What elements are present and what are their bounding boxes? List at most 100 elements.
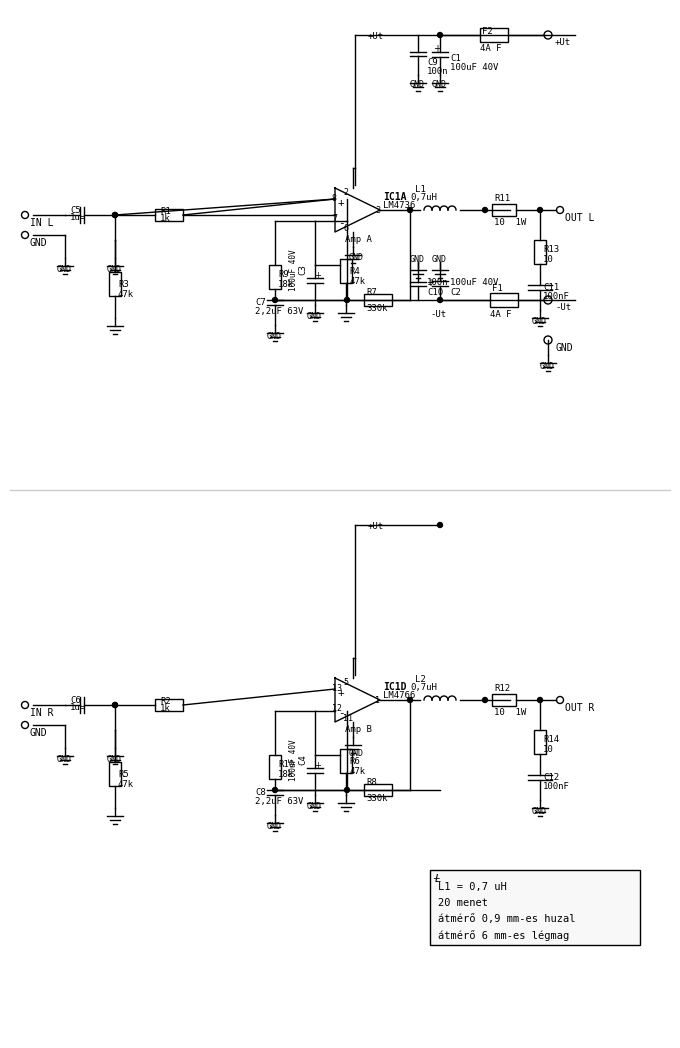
Text: 8: 8 <box>332 194 337 203</box>
Circle shape <box>345 787 350 792</box>
Bar <box>340 259 352 283</box>
Text: +Ut: +Ut <box>555 38 571 47</box>
Text: R9: R9 <box>278 270 289 279</box>
Text: GND: GND <box>307 312 322 321</box>
Text: +: + <box>426 278 434 288</box>
Text: GND: GND <box>532 807 547 816</box>
Text: 100uF 40V: 100uF 40V <box>450 278 498 287</box>
Text: 18k: 18k <box>278 770 294 779</box>
Bar <box>364 294 392 306</box>
Text: 10  1W: 10 1W <box>494 708 526 717</box>
Text: 4A F: 4A F <box>480 44 502 53</box>
Text: 18k: 18k <box>278 280 294 289</box>
Text: R6: R6 <box>349 757 360 766</box>
Text: L2: L2 <box>415 675 426 684</box>
Bar <box>534 240 546 264</box>
Text: 47k: 47k <box>118 780 134 789</box>
Text: C3: C3 <box>299 265 307 276</box>
Text: GND: GND <box>532 316 547 326</box>
Text: L: L <box>435 874 441 885</box>
Text: R4: R4 <box>349 267 360 276</box>
Text: C9: C9 <box>427 58 438 67</box>
Circle shape <box>345 298 350 303</box>
Text: 4A F: 4A F <box>490 310 511 319</box>
Text: 47k: 47k <box>349 767 365 776</box>
Text: GND: GND <box>107 265 122 274</box>
Text: 47k: 47k <box>118 290 134 299</box>
Text: +Ut: +Ut <box>368 32 384 41</box>
Bar <box>364 784 392 796</box>
Text: C10: C10 <box>427 288 443 297</box>
Text: R7: R7 <box>366 288 377 297</box>
Text: F1: F1 <box>492 284 503 293</box>
Circle shape <box>483 698 488 702</box>
Text: 100n: 100n <box>427 67 449 77</box>
Text: 100nF: 100nF <box>543 292 570 301</box>
Circle shape <box>556 206 564 214</box>
Text: R2: R2 <box>160 697 171 706</box>
Circle shape <box>483 208 488 213</box>
Circle shape <box>112 702 118 707</box>
Bar <box>492 204 516 216</box>
Text: R3: R3 <box>118 280 129 289</box>
Text: GND: GND <box>555 343 573 353</box>
Text: R13: R13 <box>543 245 559 254</box>
Text: 47k: 47k <box>349 277 365 286</box>
Circle shape <box>22 701 29 708</box>
Text: GND: GND <box>57 755 72 764</box>
Text: C5: C5 <box>70 206 81 215</box>
Circle shape <box>544 31 552 39</box>
Text: 20 menet: 20 menet <box>438 898 488 908</box>
Text: GND: GND <box>267 822 282 831</box>
Text: 6: 6 <box>343 224 348 233</box>
Circle shape <box>22 232 29 239</box>
Text: +: + <box>315 270 322 280</box>
Circle shape <box>273 787 277 792</box>
Text: 13: 13 <box>332 684 342 693</box>
Text: GND: GND <box>30 238 48 248</box>
Text: 1k: 1k <box>160 214 171 223</box>
Text: 100uF 40V: 100uF 40V <box>288 249 298 290</box>
Bar <box>155 209 183 221</box>
Text: 1: 1 <box>375 696 380 705</box>
Text: 0,7uH: 0,7uH <box>410 193 437 202</box>
Circle shape <box>22 721 29 728</box>
Text: L1 = 0,7 uH: L1 = 0,7 uH <box>438 882 507 892</box>
Circle shape <box>407 208 413 213</box>
Bar <box>269 755 281 779</box>
Circle shape <box>22 212 29 218</box>
Text: C2: C2 <box>450 288 461 297</box>
Bar <box>340 749 352 773</box>
Text: 100uF 40V: 100uF 40V <box>450 63 498 72</box>
Circle shape <box>437 298 443 303</box>
Text: IC1A: IC1A <box>383 192 407 202</box>
Text: +: + <box>433 44 441 54</box>
Text: C1: C1 <box>450 54 461 63</box>
Text: GND: GND <box>307 802 322 811</box>
Text: 11: 11 <box>343 714 353 723</box>
Text: átmérő 6 mm-es légmag: átmérő 6 mm-es légmag <box>438 930 569 941</box>
Text: 2,2uF 63V: 2,2uF 63V <box>255 307 303 316</box>
Text: 3: 3 <box>375 206 380 215</box>
Text: IC1D: IC1D <box>383 682 407 692</box>
Text: C7: C7 <box>255 298 266 307</box>
Text: GND: GND <box>349 253 364 262</box>
Text: GND: GND <box>410 80 425 89</box>
Circle shape <box>537 698 543 702</box>
Text: 10: 10 <box>543 255 554 264</box>
Text: 1u=: 1u= <box>70 703 86 712</box>
Text: R12: R12 <box>494 684 510 693</box>
Text: -Ut: -Ut <box>430 310 446 319</box>
Text: IN L: IN L <box>30 218 54 228</box>
Text: 100nF: 100nF <box>543 782 570 791</box>
Text: R14: R14 <box>543 735 559 744</box>
Text: 330k: 330k <box>366 304 388 313</box>
Text: GND: GND <box>107 755 122 764</box>
Bar <box>490 293 518 307</box>
Text: Amp B: Amp B <box>345 725 372 734</box>
Circle shape <box>112 213 118 218</box>
Text: +: + <box>338 198 345 208</box>
Text: 1u=: 1u= <box>70 213 86 222</box>
Bar <box>269 265 281 289</box>
Text: +: + <box>315 761 322 769</box>
